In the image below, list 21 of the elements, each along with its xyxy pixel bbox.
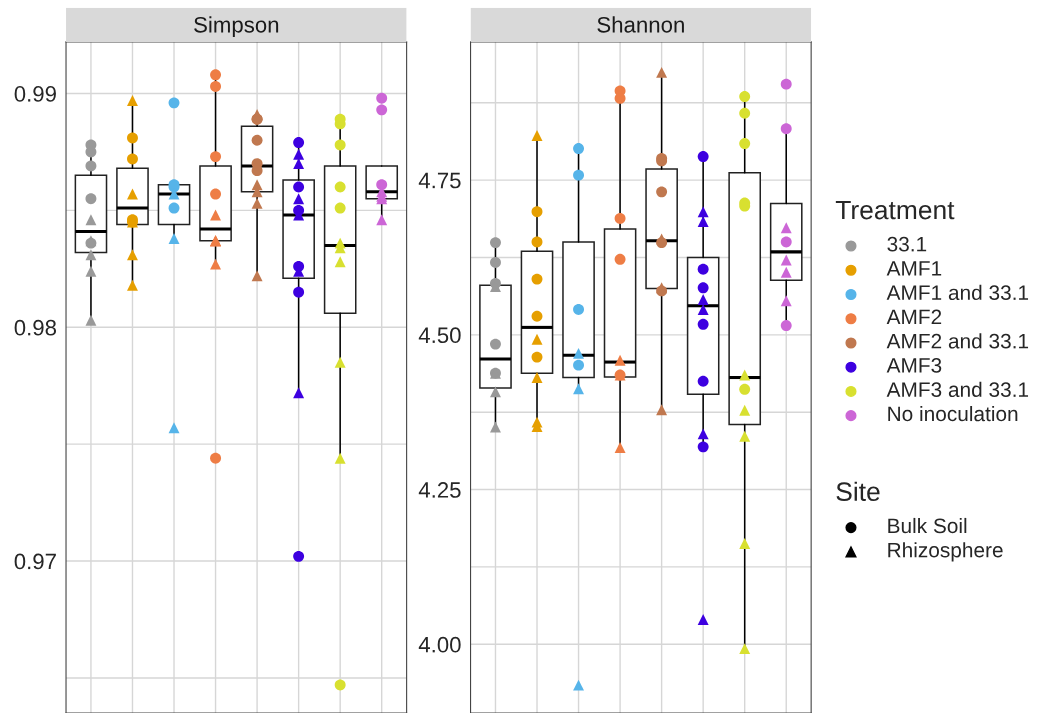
text: AMF2 [886,309,942,325]
text: AMF1 [886,261,942,276]
y-tick-label: 0.99 [14,86,56,102]
chart-title: Simpson [194,16,279,38]
text: AMF2 and 33.1 [886,333,1029,349]
chart-title: Shannon [597,16,684,33]
legend-title: Site [836,481,880,502]
text: Treatment [835,200,955,220]
y-tick-label: 4.75 [418,172,461,189]
y-tick-label: 4.00 [418,636,461,653]
y-tick-label: 0.98 [14,319,57,336]
text: No inoculation [888,405,1018,422]
text: AMF3 and 33.1 [886,381,1029,398]
text: AMF3 [886,358,942,373]
text: AMF1 and 33.1 [886,284,1029,301]
y-tick-label: 4.25 [418,482,461,498]
text: Rhizosphere [888,542,1003,562]
y-tick-label: 0.97 [14,553,56,570]
y-tick-label: 4.50 [418,327,461,344]
text: Bulk Soil [888,517,967,534]
text: 33.1 [887,236,927,252]
